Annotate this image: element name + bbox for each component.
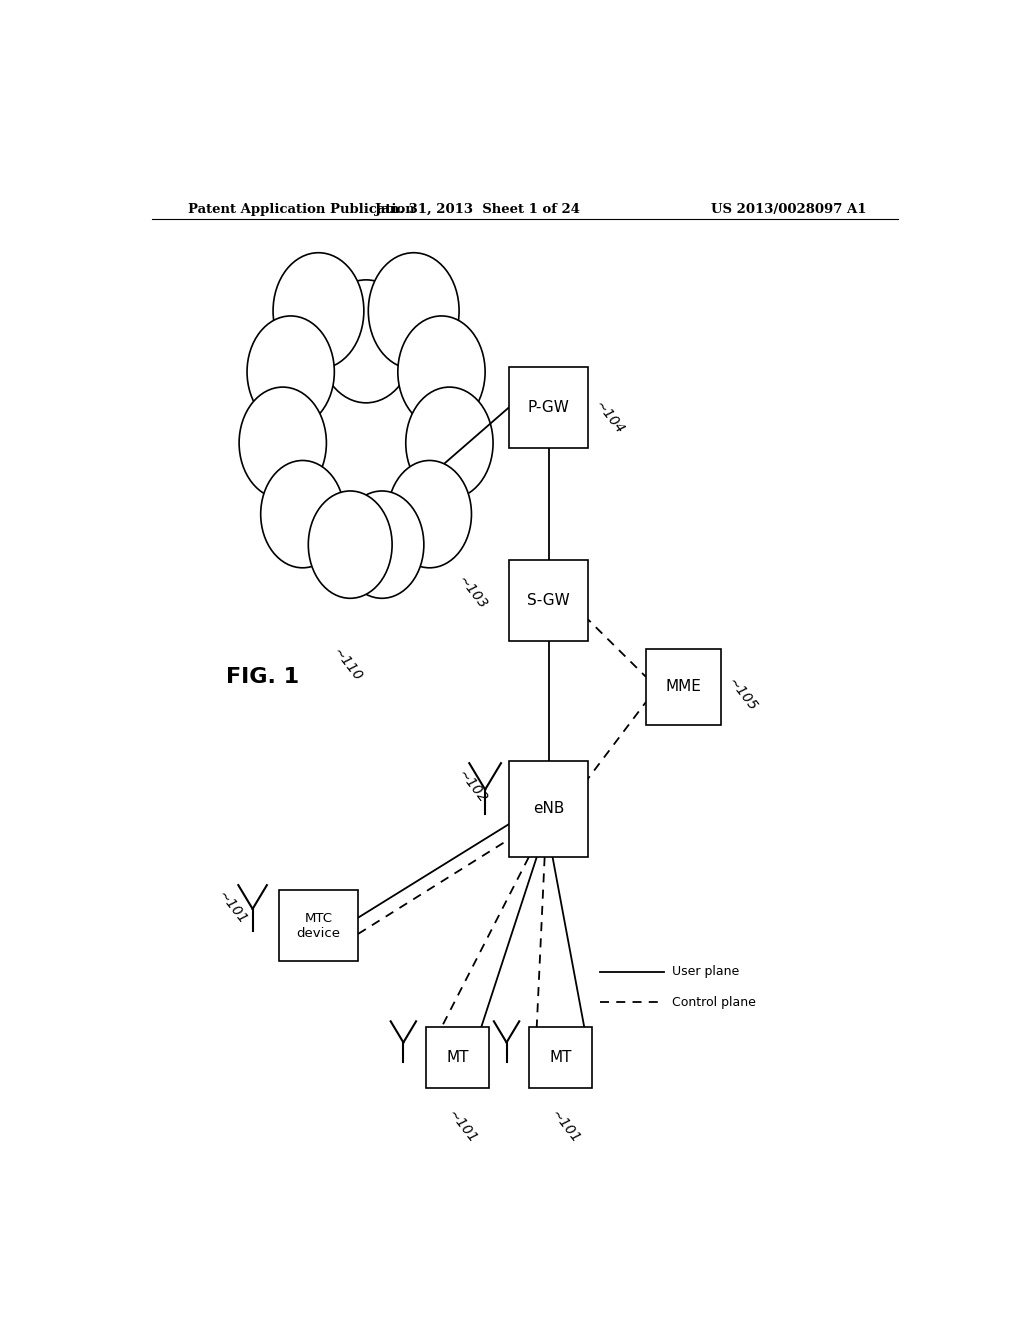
FancyBboxPatch shape: [646, 649, 721, 725]
Text: ∼101: ∼101: [445, 1107, 480, 1146]
Circle shape: [247, 315, 334, 428]
FancyBboxPatch shape: [509, 760, 588, 857]
Text: User plane: User plane: [672, 965, 739, 978]
Text: MT: MT: [446, 1051, 469, 1065]
Text: ∼105: ∼105: [725, 676, 760, 714]
Circle shape: [388, 461, 471, 568]
Circle shape: [397, 315, 485, 428]
FancyBboxPatch shape: [426, 1027, 489, 1089]
Circle shape: [240, 387, 327, 499]
FancyBboxPatch shape: [279, 890, 358, 961]
FancyBboxPatch shape: [509, 560, 588, 642]
Text: FIG. 1: FIG. 1: [226, 667, 299, 686]
Text: ∼103: ∼103: [455, 573, 489, 611]
Text: ∼102: ∼102: [455, 767, 489, 807]
Circle shape: [406, 387, 494, 499]
Text: MME: MME: [666, 680, 701, 694]
Text: MT: MT: [549, 1051, 571, 1065]
Circle shape: [340, 491, 424, 598]
Text: ∼101: ∼101: [549, 1107, 584, 1146]
Text: MTC
device: MTC device: [297, 912, 340, 940]
Text: Jan. 31, 2013  Sheet 1 of 24: Jan. 31, 2013 Sheet 1 of 24: [375, 203, 580, 216]
Circle shape: [318, 280, 414, 403]
Text: Control plane: Control plane: [672, 995, 756, 1008]
Text: Patent Application Publication: Patent Application Publication: [187, 203, 415, 216]
Text: ∼101: ∼101: [215, 888, 250, 927]
FancyBboxPatch shape: [528, 1027, 592, 1089]
Text: ∼104: ∼104: [592, 399, 627, 437]
Text: S-GW: S-GW: [527, 593, 570, 609]
Circle shape: [261, 461, 344, 568]
Text: eNB: eNB: [532, 801, 564, 816]
Text: US 2013/0028097 A1: US 2013/0028097 A1: [711, 203, 866, 216]
Text: ∼110: ∼110: [331, 645, 365, 684]
Circle shape: [308, 491, 392, 598]
Circle shape: [273, 252, 364, 370]
Text: P-GW: P-GW: [527, 400, 569, 414]
FancyBboxPatch shape: [509, 367, 588, 447]
Circle shape: [369, 252, 459, 370]
